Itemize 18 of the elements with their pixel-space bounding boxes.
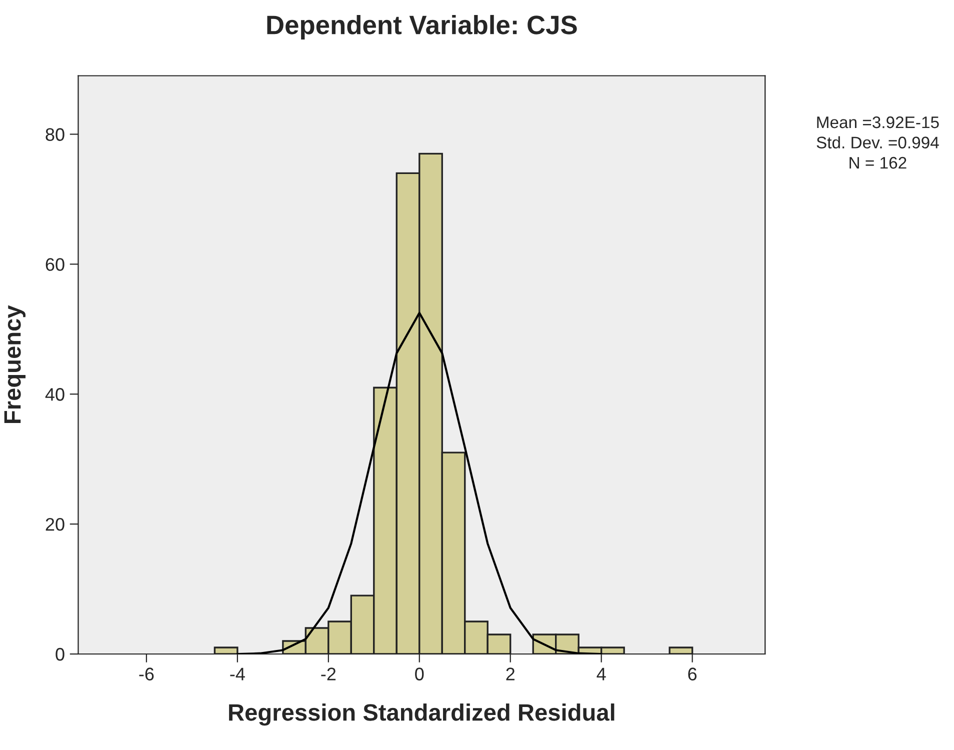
x-tick-label: 4 [596, 668, 606, 680]
y-axis-title: Frequency [4, 305, 26, 423]
x-tick-label: -4 [230, 668, 245, 680]
text: Std. Dev. =0.994 [816, 136, 939, 148]
x-tick-label: 6 [688, 668, 697, 680]
y-tick-label: 80 [46, 128, 64, 141]
x-tick-label: 2 [506, 668, 514, 680]
text: N = 162 [850, 156, 906, 169]
y-tick-label: 0 [56, 648, 64, 661]
y-tick-label: 40 [45, 388, 64, 401]
text: Mean =3.92E-15 [817, 116, 939, 128]
x-tick-label: -2 [321, 668, 336, 680]
x-tick-label: 0 [415, 668, 424, 680]
y-tick-label: 60 [46, 258, 64, 271]
chart-title: Dependent Variable: CJS [267, 14, 577, 40]
x-axis-title: Regression Standardized Residual [229, 703, 614, 726]
y-tick-label: 20 [46, 518, 64, 531]
x-tick-label: -6 [139, 668, 154, 680]
